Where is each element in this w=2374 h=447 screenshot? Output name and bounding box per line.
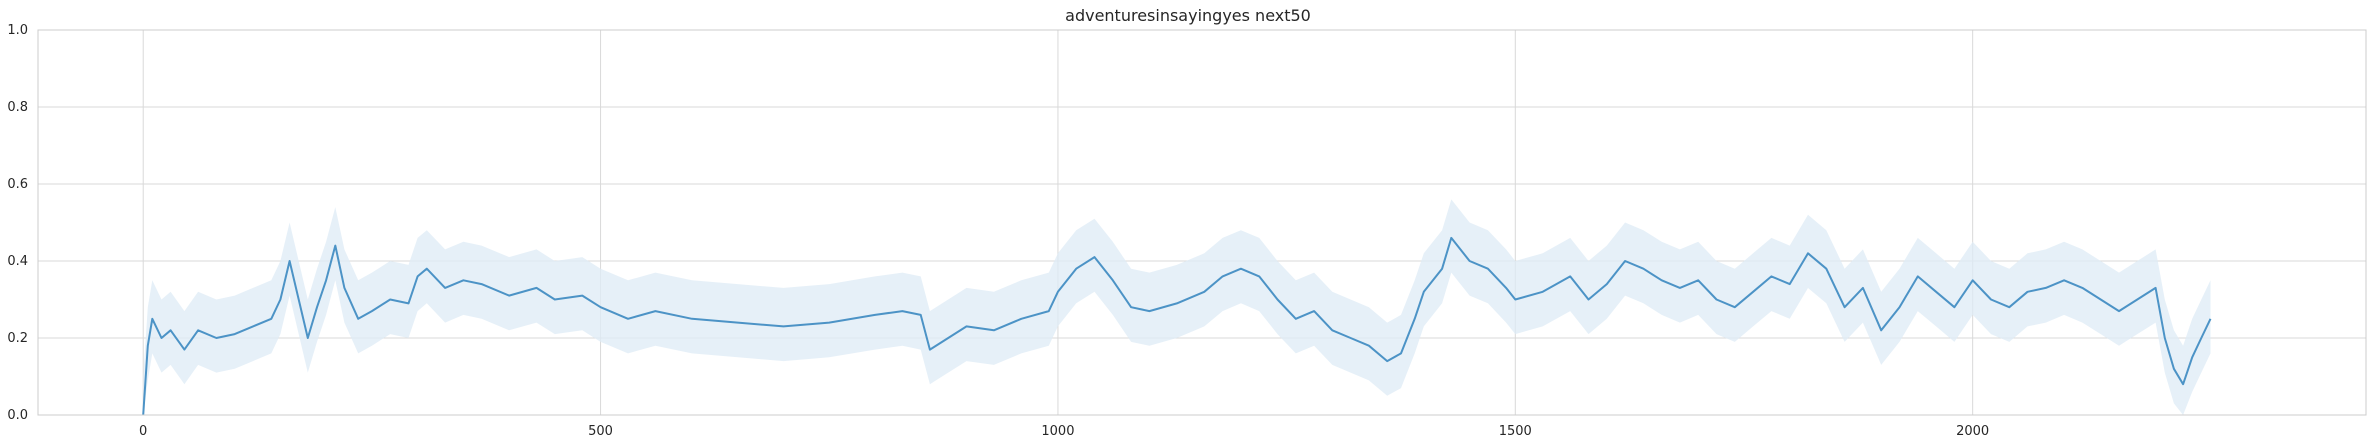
- x-tick-label: 2000: [1956, 424, 1989, 439]
- plot-area: [142, 199, 2212, 416]
- x-tick-label: 500: [588, 424, 613, 439]
- grid: [38, 29, 2366, 416]
- y-axis: 0.0 0.2 0.4 0.6 0.8 1.0: [7, 23, 28, 423]
- chart-title: adventuresinsayingyes next50: [1065, 6, 1311, 25]
- x-tick-label: 1000: [1041, 424, 1074, 439]
- y-tick-label: 0.8: [7, 100, 28, 115]
- series-line: [142, 236, 2212, 416]
- y-tick-label: 0.2: [7, 331, 28, 346]
- x-tick-label: 1500: [1499, 424, 1532, 439]
- x-axis: 0 500 1000 1500 2000: [139, 424, 1989, 439]
- x-tick-label: 0: [139, 424, 147, 439]
- y-tick-label: 0.6: [7, 177, 28, 192]
- y-tick-label: 1.0: [7, 23, 28, 38]
- confidence-band: [143, 199, 2211, 415]
- plot-frame: [37, 29, 2367, 416]
- y-tick-label: 0.4: [7, 254, 28, 269]
- y-tick-label: 0.0: [7, 408, 28, 423]
